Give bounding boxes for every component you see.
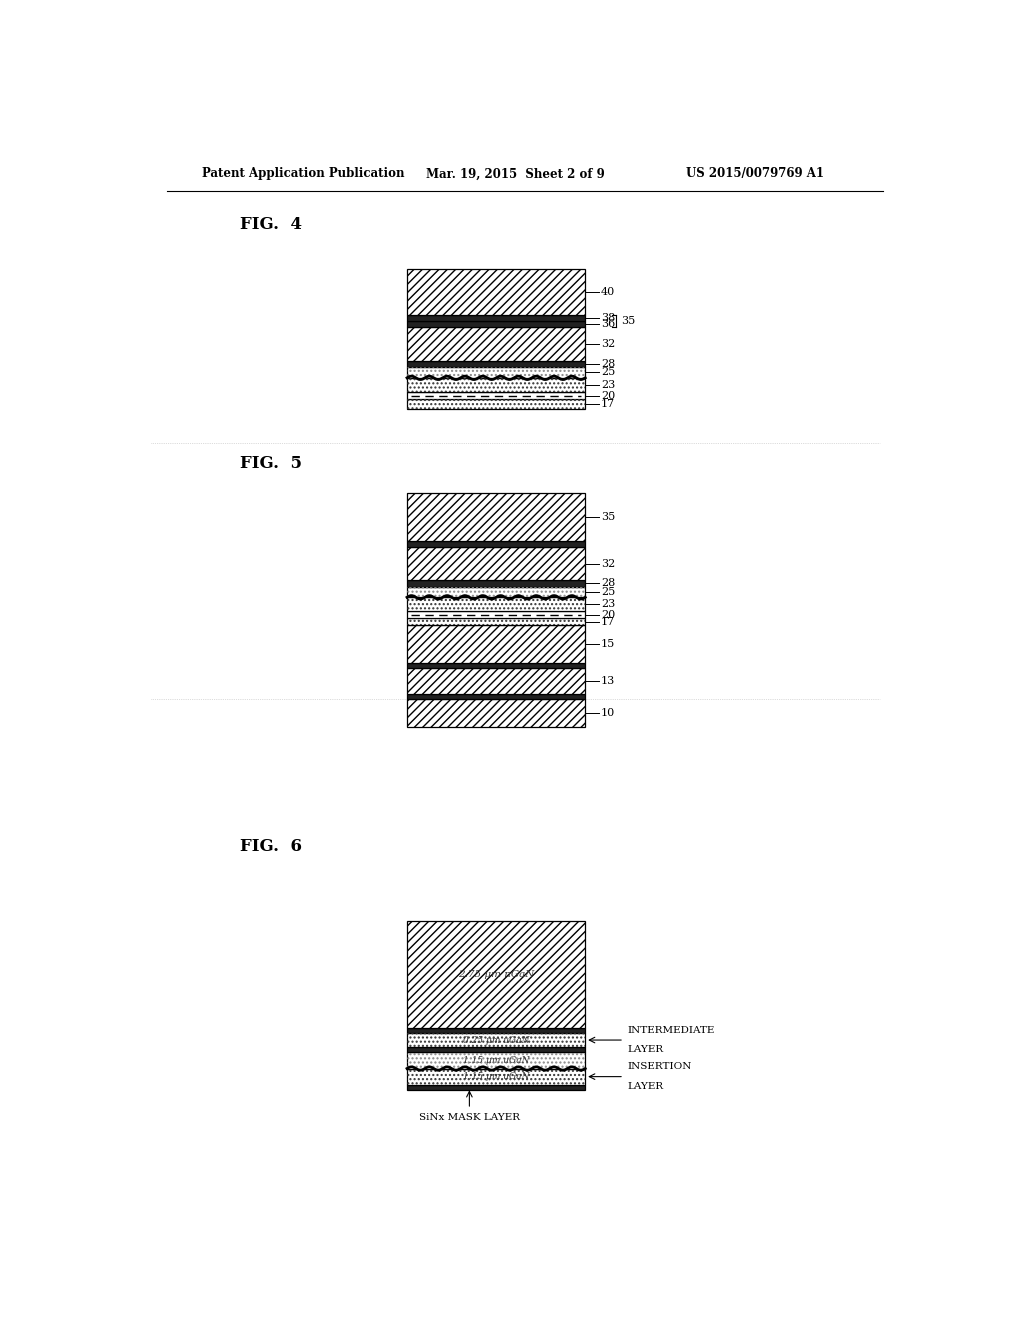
- Bar: [407, 618, 586, 626]
- Bar: [407, 327, 586, 360]
- Text: Patent Application Publication: Patent Application Publication: [202, 168, 404, 181]
- Bar: [407, 668, 586, 693]
- Text: 13: 13: [601, 676, 615, 686]
- Bar: [407, 586, 586, 598]
- Text: LAYER: LAYER: [628, 1082, 664, 1092]
- Text: INTERMEDIATE: INTERMEDIATE: [628, 1026, 715, 1035]
- Text: 10: 10: [601, 708, 615, 718]
- Bar: [407, 400, 586, 409]
- Bar: [407, 1069, 586, 1085]
- Bar: [407, 321, 586, 327]
- Text: 35: 35: [601, 512, 615, 521]
- Bar: [407, 668, 586, 693]
- Bar: [407, 597, 586, 611]
- Text: FIG.  6: FIG. 6: [241, 838, 302, 854]
- Text: 23: 23: [601, 380, 615, 389]
- Text: 40: 40: [601, 288, 615, 297]
- Bar: [407, 315, 586, 321]
- Bar: [407, 921, 586, 1028]
- Bar: [407, 378, 586, 392]
- Bar: [407, 492, 586, 541]
- Bar: [407, 1047, 586, 1052]
- Bar: [407, 1085, 586, 1090]
- Bar: [407, 269, 586, 315]
- Bar: [407, 626, 586, 663]
- Text: 1.15 μm uGaN: 1.15 μm uGaN: [463, 1072, 529, 1081]
- Bar: [407, 1034, 586, 1047]
- Bar: [407, 626, 586, 663]
- Text: 15: 15: [601, 639, 615, 649]
- Text: SiNx MASK LAYER: SiNx MASK LAYER: [419, 1113, 520, 1122]
- Text: 36: 36: [601, 319, 615, 329]
- Bar: [407, 586, 586, 598]
- Bar: [407, 581, 586, 586]
- Text: INSERTION: INSERTION: [628, 1063, 692, 1072]
- Bar: [407, 378, 586, 392]
- Text: 0.25 μm uGaN: 0.25 μm uGaN: [463, 1036, 529, 1044]
- Text: US 2015/0079769 A1: US 2015/0079769 A1: [686, 168, 824, 181]
- Text: FIG.  5: FIG. 5: [241, 455, 302, 471]
- Bar: [407, 1052, 586, 1069]
- Bar: [407, 492, 586, 541]
- Text: 25: 25: [601, 367, 615, 378]
- Bar: [407, 700, 586, 726]
- Text: 35: 35: [621, 317, 635, 326]
- Bar: [407, 618, 586, 626]
- Text: 20: 20: [601, 610, 615, 619]
- Bar: [407, 663, 586, 668]
- Bar: [407, 700, 586, 726]
- Bar: [407, 360, 586, 367]
- Text: Mar. 19, 2015  Sheet 2 of 9: Mar. 19, 2015 Sheet 2 of 9: [426, 168, 605, 181]
- Bar: [407, 392, 586, 400]
- Text: 17: 17: [601, 399, 614, 409]
- Text: 28: 28: [601, 578, 615, 589]
- Bar: [407, 597, 586, 611]
- Bar: [407, 548, 586, 581]
- Bar: [407, 269, 586, 315]
- Bar: [407, 367, 586, 378]
- Bar: [407, 1052, 586, 1069]
- Text: 32: 32: [601, 339, 615, 348]
- Text: FIG.  4: FIG. 4: [241, 216, 302, 234]
- Text: 23: 23: [601, 599, 615, 610]
- Bar: [407, 400, 586, 409]
- Text: 38: 38: [601, 313, 615, 323]
- Text: 28: 28: [601, 359, 615, 370]
- Bar: [407, 693, 586, 700]
- Text: 20: 20: [601, 391, 615, 400]
- Text: LAYER: LAYER: [628, 1045, 664, 1055]
- Text: 17: 17: [601, 616, 614, 627]
- Text: 25: 25: [601, 587, 615, 597]
- Bar: [407, 327, 586, 360]
- Bar: [407, 367, 586, 378]
- Bar: [407, 1034, 586, 1047]
- Text: 2.75 μm nGaN: 2.75 μm nGaN: [458, 970, 535, 979]
- Bar: [407, 541, 586, 548]
- Bar: [407, 611, 586, 618]
- Text: 32: 32: [601, 558, 615, 569]
- Bar: [407, 1069, 586, 1085]
- Text: 1.15 μm uGaN: 1.15 μm uGaN: [463, 1056, 529, 1065]
- Bar: [407, 1028, 586, 1034]
- Bar: [407, 921, 586, 1028]
- Bar: [407, 548, 586, 581]
